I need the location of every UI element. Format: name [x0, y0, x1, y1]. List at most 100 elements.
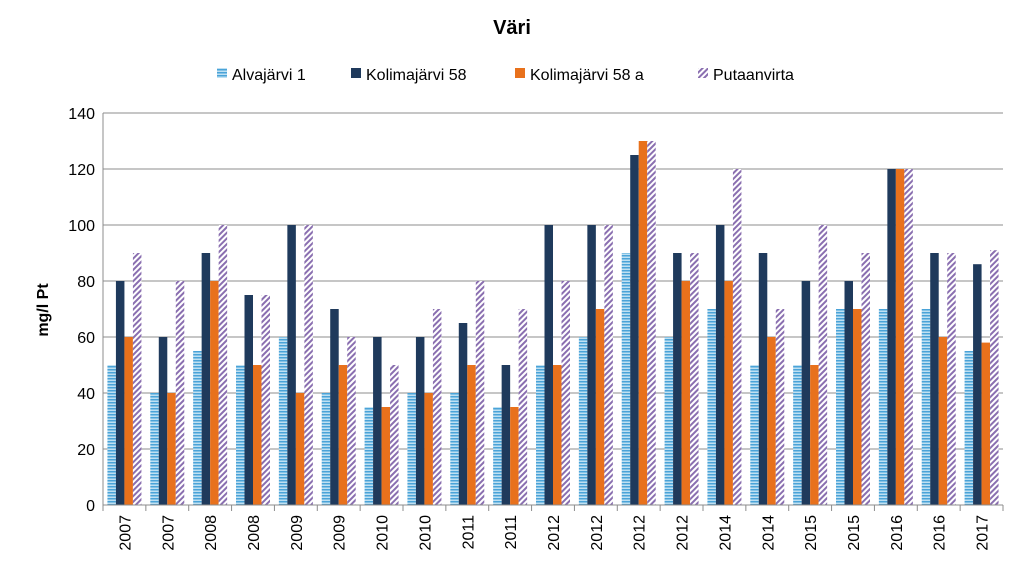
bar: [390, 365, 399, 505]
bar: [810, 365, 819, 505]
bar: [647, 141, 656, 505]
x-tick-label: 2015: [846, 515, 863, 551]
bar: [501, 365, 511, 505]
x-tick-label: 2014: [760, 515, 777, 551]
legend-label: Alvajärvi 1: [232, 67, 306, 84]
bar: [801, 281, 811, 505]
bar: [715, 225, 725, 505]
bar: [321, 393, 331, 505]
bar: [561, 281, 570, 505]
x-tick-label: 2009: [332, 515, 349, 551]
bar: [330, 309, 339, 505]
bar: [630, 155, 639, 505]
x-tick-label: 2012: [675, 515, 692, 551]
x-tick-label: 2012: [589, 515, 606, 551]
bar: [218, 225, 228, 505]
bar: [904, 169, 913, 505]
bar: [287, 225, 296, 505]
legend-swatch: [351, 68, 361, 78]
x-tick-label: 2007: [117, 515, 134, 551]
bar: [424, 393, 433, 505]
bar: [244, 295, 253, 505]
bar: [844, 281, 853, 505]
x-tick-label: 2014: [717, 515, 734, 551]
bar: [673, 253, 682, 505]
y-tick-label: 80: [77, 274, 95, 291]
bar: [947, 253, 956, 505]
bar: [750, 365, 759, 505]
bar: [518, 309, 528, 505]
bar: [553, 365, 562, 505]
x-tick-label: 2010: [417, 515, 434, 551]
bar: [887, 169, 896, 505]
bar: [587, 225, 596, 505]
bar: [621, 253, 631, 505]
bar: [193, 351, 202, 505]
y-tick-label: 20: [77, 442, 95, 459]
bar: [853, 309, 862, 505]
y-tick-label: 120: [68, 162, 95, 179]
x-tick-label: 2011: [503, 515, 520, 550]
x-tick-label: 2010: [375, 515, 392, 551]
bar: [175, 281, 185, 505]
bar: [158, 337, 168, 505]
bar: [544, 225, 553, 505]
x-tick-label: 2016: [889, 515, 906, 551]
bar: [793, 365, 802, 505]
bar: [115, 281, 125, 505]
y-ticks: 0 20 40 60 80 100 120 140: [68, 106, 95, 515]
bar: [758, 253, 768, 505]
bar: [373, 337, 382, 505]
bar: [818, 225, 828, 505]
bar: [493, 407, 502, 505]
y-tick-label: 100: [68, 218, 95, 235]
bar: [930, 253, 939, 505]
bar: [304, 225, 313, 505]
bar: [407, 393, 416, 505]
bar: [767, 337, 776, 505]
bar: [236, 365, 245, 505]
bar: [964, 351, 974, 505]
bar: [510, 407, 519, 505]
x-tick-label: 2012: [546, 515, 563, 551]
x-tick-label: 2012: [632, 515, 649, 551]
bar: [107, 365, 116, 505]
bar: [690, 253, 699, 505]
bar: [167, 393, 176, 505]
bar: [364, 407, 374, 505]
bar: [467, 365, 476, 505]
bar: [347, 337, 356, 505]
bar: [536, 365, 545, 505]
y-tick-label: 60: [77, 330, 95, 347]
bar: [861, 253, 870, 505]
bar: [261, 295, 270, 505]
bar: [921, 309, 931, 505]
bar: [450, 393, 459, 505]
bar: [150, 393, 159, 505]
bar: [201, 253, 211, 505]
axes: [102, 113, 1004, 511]
y-tick-label: 40: [77, 386, 95, 403]
bar: [253, 365, 262, 505]
legend-label: Putaanvirta: [713, 67, 794, 84]
bar: [973, 264, 982, 505]
bar: [638, 141, 648, 505]
bar: [938, 337, 948, 505]
bar: [210, 281, 219, 505]
legend-swatch: [515, 68, 525, 78]
bar: [278, 337, 288, 505]
x-tick-label: 2016: [932, 515, 949, 551]
x-tick-label: 2015: [803, 515, 820, 551]
bars: [107, 141, 999, 505]
bar: [836, 309, 845, 505]
x-tick-label: 2008: [246, 515, 263, 551]
y-tick-label: 140: [68, 106, 95, 123]
bar: [775, 309, 785, 505]
y-tick-label: 0: [86, 498, 95, 515]
bar: [595, 309, 605, 505]
bar: [664, 337, 674, 505]
y-axis-label: mg/l Pt: [35, 283, 52, 337]
bar: [132, 253, 142, 505]
bar: [895, 169, 905, 505]
x-tick-label: 2011: [460, 515, 477, 550]
